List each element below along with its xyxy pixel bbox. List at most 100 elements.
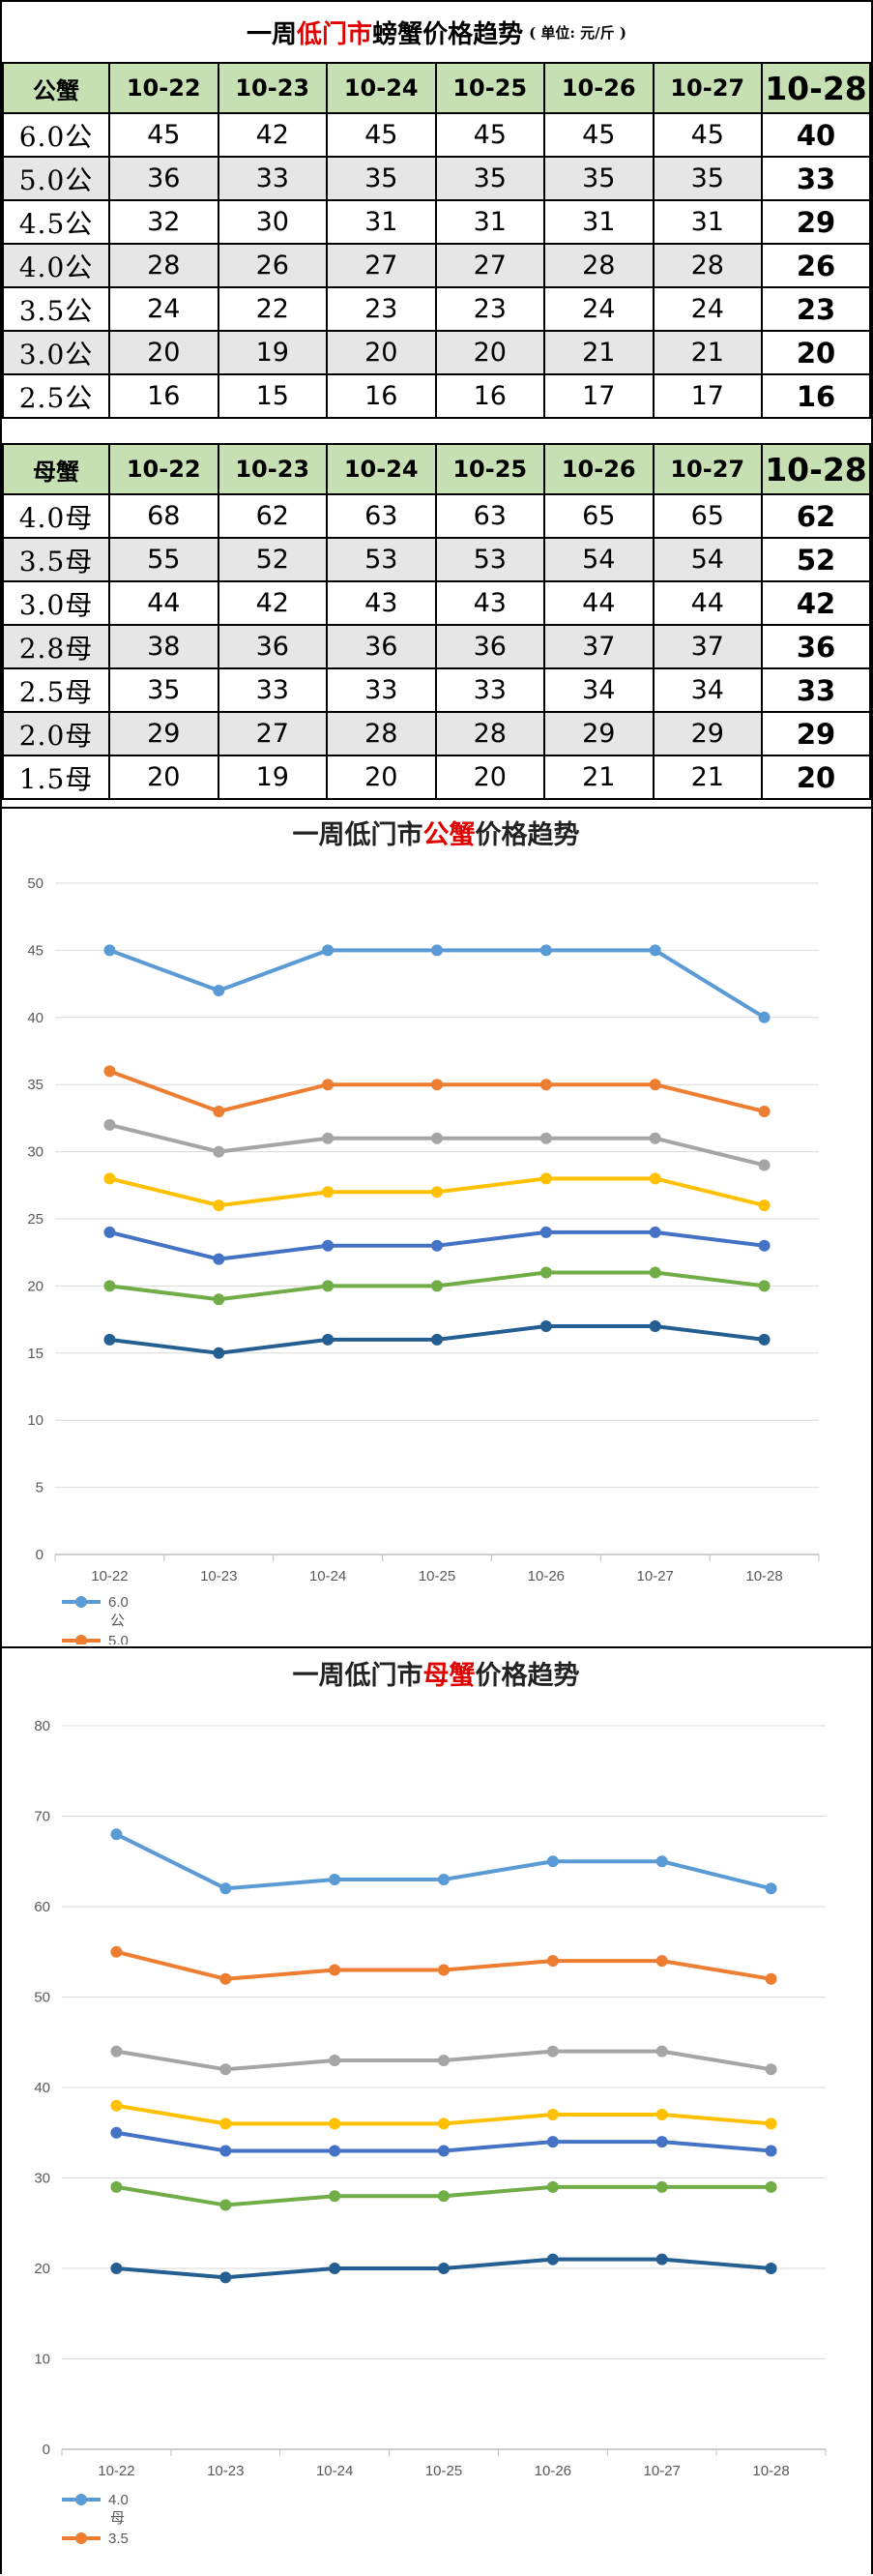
price-cell: 26	[761, 243, 871, 288]
price-cell: 44	[108, 580, 219, 626]
y-tick-label: 40	[27, 1010, 44, 1026]
male-crab-price-chart: 一周低门市公蟹价格趋势 0 5 10 15 20 25 30 35 40 45 50 10-22 10-2…	[2, 807, 871, 1646]
x-tick-label: 10-27	[644, 2463, 681, 2479]
x-tick-label: 10-28	[745, 1568, 782, 1584]
price-cell: 16	[326, 373, 437, 419]
price-cell: 20	[434, 330, 545, 375]
price-cell: 27	[217, 711, 328, 756]
data-point	[539, 1172, 552, 1185]
data-point	[546, 2109, 559, 2121]
price-cell: 16	[761, 373, 871, 419]
y-tick-label: 20	[27, 1278, 44, 1294]
price-cell: 21	[543, 330, 655, 375]
data-point	[438, 2190, 450, 2203]
price-cell: 35	[326, 156, 437, 201]
price-cell: 28	[326, 711, 437, 756]
male-row-label: 3.5公	[2, 286, 110, 332]
data-point	[539, 1226, 552, 1238]
table-row: 6.0公 45 42 45 45 45 45 40	[2, 112, 871, 158]
x-tick-label: 10-24	[309, 1568, 346, 1584]
price-cell: 16	[108, 373, 219, 419]
male-row-label: 2.5公	[2, 373, 110, 419]
data-point	[322, 1132, 335, 1144]
price-cell: 65	[543, 493, 655, 539]
price-cell: 28	[652, 243, 763, 288]
data-point	[655, 1955, 668, 1968]
data-point	[431, 1079, 443, 1091]
male-date-header: 10-22	[108, 62, 219, 114]
y-tick-label: 0	[43, 2442, 50, 2458]
female-crab-price-chart: 一周低门市母蟹价格趋势 0 10 20 30 40 50 60 70 80 10-22 10-23 10…	[2, 1646, 871, 2574]
data-point	[539, 944, 552, 957]
y-tick-label: 25	[27, 1211, 44, 1228]
female-date-header: 10-22	[108, 443, 219, 495]
x-tick-label: 10-23	[207, 2463, 244, 2479]
table-row: 2.5公 16 15 16 16 17 17 16	[2, 373, 871, 419]
title-part-3: 螃蟹价格趋势	[372, 19, 524, 49]
data-point	[213, 1199, 225, 1212]
data-point	[103, 1065, 116, 1078]
data-point	[322, 1239, 335, 1252]
data-point	[103, 1118, 116, 1131]
price-cell: 36	[761, 624, 871, 669]
price-cell: 42	[761, 580, 871, 626]
data-point	[329, 2145, 341, 2157]
data-point	[655, 2180, 668, 2193]
data-point	[213, 1253, 225, 1265]
data-point	[110, 2126, 123, 2139]
x-tick-label: 10-25	[419, 1568, 455, 1584]
female-date-header: 10-24	[326, 443, 437, 495]
data-point	[431, 1280, 443, 1292]
price-cell: 27	[434, 243, 545, 288]
price-cell: 45	[108, 112, 219, 158]
female-crab-price-table: 母蟹 10-22 10-23 10-24 10-25 10-26 10-27 10-28 4.0…	[2, 443, 871, 800]
price-cell: 20	[108, 330, 219, 375]
price-cell: 52	[761, 537, 871, 582]
data-point	[758, 1333, 771, 1346]
data-point	[655, 2045, 668, 2058]
price-cell: 45	[434, 112, 545, 158]
price-cell: 68	[108, 493, 219, 539]
female-row-label: 3.5母	[2, 537, 110, 582]
data-point	[655, 1855, 668, 1868]
price-cell: 33	[761, 156, 871, 201]
price-cell: 15	[217, 373, 328, 419]
female-row-label: 4.0母	[2, 493, 110, 539]
data-point	[322, 1079, 335, 1091]
female-row-label: 2.5母	[2, 667, 110, 713]
price-cell: 33	[326, 667, 437, 713]
price-cell: 17	[652, 373, 763, 419]
price-cell: 28	[543, 243, 655, 288]
x-tick-label: 10-26	[528, 1568, 565, 1584]
price-cell: 53	[326, 537, 437, 582]
y-tick-label: 45	[27, 942, 44, 959]
price-cell: 30	[217, 199, 328, 245]
x-tick-label: 10-27	[637, 1568, 674, 1584]
price-cell: 20	[326, 755, 437, 800]
table-row: 4.5公 32 30 31 31 31 31 29	[2, 199, 871, 245]
price-cell: 17	[543, 373, 655, 419]
price-cell: 45	[652, 112, 763, 158]
price-cell: 35	[108, 667, 219, 713]
series-line	[108, 1122, 766, 1168]
price-cell: 23	[761, 286, 871, 332]
data-point	[649, 1132, 661, 1144]
price-cell: 35	[434, 156, 545, 201]
data-point	[758, 1159, 771, 1171]
price-cell: 43	[326, 580, 437, 626]
data-point	[539, 1320, 552, 1333]
female-row-label: 3.0母	[2, 580, 110, 626]
price-cell: 24	[543, 286, 655, 332]
data-point	[103, 1172, 116, 1185]
male-date-header: 10-24	[326, 62, 437, 114]
y-tick-label: 20	[34, 2261, 50, 2277]
data-point	[329, 2263, 341, 2274]
price-cell: 33	[217, 156, 328, 201]
data-point	[758, 1239, 771, 1252]
price-cell: 28	[434, 711, 545, 756]
price-cell: 34	[652, 667, 763, 713]
female-row-label: 1.5母	[2, 755, 110, 800]
table-row: 3.0公 20 19 20 20 21 21 20	[2, 330, 871, 375]
data-point	[110, 1945, 123, 1958]
price-cell: 20	[434, 755, 545, 800]
